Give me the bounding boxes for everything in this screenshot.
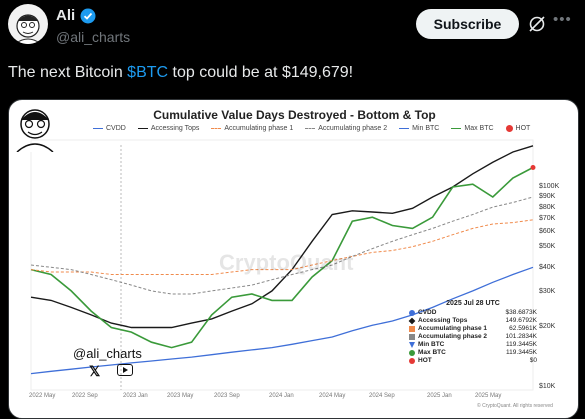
legend-min-btc: Min BTC: [399, 125, 439, 132]
x-tick-label: 2025 Jan: [427, 393, 452, 399]
info-row: Accumulating phase 2 101.2834K: [409, 333, 537, 341]
y-tick-label: $30K: [539, 288, 556, 295]
grok-icon[interactable]: [527, 14, 547, 34]
y-tick-label: $50K: [539, 243, 556, 250]
info-row: Accumulating phase 1 62.5961K: [409, 325, 537, 333]
legend-hot: HOT: [505, 125, 530, 132]
x-tick-label: 2023 Jan: [123, 393, 148, 399]
x-tick-label: 2023 May: [167, 393, 194, 399]
y-tick-label: $70K: [539, 215, 556, 222]
chart-legend: CVDD Accessing Tops Accumulating phase 1…: [93, 125, 530, 132]
legend-cvdd: CVDD: [93, 125, 126, 132]
more-options-icon[interactable]: •••: [553, 11, 572, 28]
y-tick-label: $100K: [539, 183, 560, 190]
info-row: CVDD $38.6873K: [409, 309, 537, 317]
legend-accumulating-phase-2: Accumulating phase 2: [305, 125, 387, 132]
y-tick-label: $90K: [539, 193, 556, 200]
tweet-media-chart[interactable]: Cumulative Value Days Destroyed - Bottom…: [8, 99, 579, 419]
series-accessing-tops: [30, 145, 534, 329]
hot-marker: [530, 164, 536, 170]
x-tick-label: 2023 Sep: [214, 393, 240, 399]
x-tick-label: 2024 Sep: [369, 393, 395, 399]
x-tick-label: 2024 Jan: [269, 393, 294, 399]
brand-handle: @ali_charts: [73, 346, 142, 361]
legend-accessing-tops: Accessing Tops: [137, 125, 199, 132]
cashtag-link[interactable]: $BTC: [127, 64, 169, 81]
chart-canvas: [30, 139, 536, 391]
youtube-icon: [117, 364, 133, 376]
y-tick-label: $20K: [539, 323, 556, 330]
brand-avatar-icon: [16, 109, 54, 152]
series-accumulating-phase-1: [30, 219, 534, 275]
x-icon: 𝕏: [89, 363, 101, 379]
info-row: Accessing Tops 149.6792K: [408, 317, 537, 325]
chart-watermark: CryptoQuant: [219, 250, 354, 275]
legend-max-btc: Max BTC: [451, 125, 494, 132]
series-btc-price: [30, 166, 534, 349]
author-avatar[interactable]: [8, 4, 48, 44]
tweet-text-after: top could be at $149,679!: [168, 64, 354, 81]
info-date: 2025 Jul 28 UTC: [446, 300, 500, 307]
tweet-text-before: The next Bitcoin: [8, 64, 128, 81]
y-tick-label: $80K: [539, 204, 556, 211]
y-tick-label: $40K: [539, 264, 556, 271]
x-tick-label: 2024 May: [319, 393, 346, 399]
chart-title: Cumulative Value Days Destroyed - Bottom…: [153, 108, 436, 122]
info-row: Min BTC 119.3445K: [409, 341, 537, 349]
chart-info-box: 2025 Jul 28 UTC CVDD $38.6873K Accessing …: [408, 300, 537, 365]
tweet-header: Ali @ali_charts Subscribe •••: [0, 0, 585, 56]
series-accumulating-phase-2: [30, 196, 534, 295]
info-row: Max BTC 119.3445K: [409, 349, 537, 357]
x-tick-label: 2025 May: [475, 393, 502, 399]
x-tick-label: 2022 Sep: [72, 393, 98, 399]
info-row: HOT $0: [409, 357, 537, 365]
tweet-text: The next Bitcoin $BTC top could be at $1…: [8, 64, 353, 82]
author-handle[interactable]: @ali_charts: [56, 29, 131, 45]
chart-copyright: © CryptoQuant. All rights reserved: [477, 403, 553, 409]
author-name[interactable]: Ali: [56, 7, 76, 24]
y-tick-label: $10K: [539, 383, 556, 390]
subscribe-button[interactable]: Subscribe: [416, 9, 519, 39]
verified-badge-icon: [80, 8, 96, 24]
legend-accumulating-phase-1: Accumulating phase 1: [211, 125, 293, 132]
x-tick-label: 2022 May: [29, 393, 56, 399]
y-tick-label: $60K: [539, 228, 556, 235]
series-cvdd: [30, 266, 534, 375]
